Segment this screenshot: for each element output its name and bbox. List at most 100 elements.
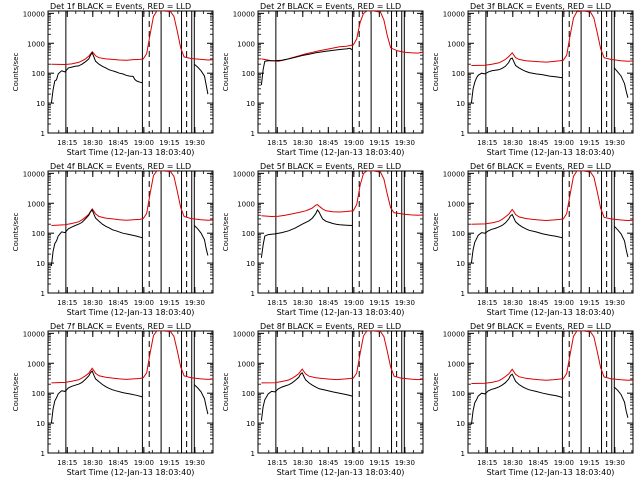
x-tick-label: 19:30 (185, 299, 205, 307)
x-tick-label: 19:15 (369, 139, 389, 147)
x-tick-label: 19:15 (579, 299, 599, 307)
panel-title: Det 9f BLACK = Events, RED = LLD (470, 322, 611, 331)
y-tick-label: 10000 (23, 170, 45, 178)
plot-frame (257, 330, 424, 454)
x-tick-label: 18:30 (503, 299, 523, 307)
series-lld (51, 331, 213, 384)
series-group (50, 331, 213, 424)
y-tick-label: 1000 (237, 40, 255, 48)
x-tick-label: 18:45 (528, 139, 548, 147)
panel-title: Det 3f BLACK = Events, RED = LLD (470, 2, 611, 11)
x-tick-label: 19:00 (134, 459, 154, 467)
x-tick-label: 19:15 (579, 459, 599, 467)
series-group (260, 331, 423, 421)
y-axis-label: Counts/sec (12, 53, 20, 92)
y-tick-label: 10000 (233, 10, 255, 18)
y-axis-label: Counts/sec (432, 373, 440, 412)
x-tick-label: 18:15 (57, 459, 77, 467)
plot-frame (467, 330, 634, 454)
y-axis-label: Counts/sec (12, 373, 20, 412)
y-tick-label: 10 (36, 100, 45, 108)
series-group (50, 11, 213, 104)
y-tick-label: 1000 (447, 200, 465, 208)
x-tick-label: 18:45 (318, 139, 338, 147)
y-tick-label: 100 (242, 390, 255, 398)
x-tick-label: 18:15 (57, 299, 77, 307)
x-tick-label: 19:30 (605, 299, 625, 307)
x-tick-label: 19:15 (369, 459, 389, 467)
x-tick-label: 18:30 (293, 459, 313, 467)
x-axis-label: Start Time (12-Jan-13 18:03:40) (67, 308, 195, 317)
x-tick-label: 19:15 (369, 299, 389, 307)
series-events (50, 208, 143, 267)
x-tick-label: 18:15 (267, 459, 287, 467)
x-tick-label: 19:30 (395, 299, 415, 307)
x-tick-label: 19:30 (395, 139, 415, 147)
plot-frame (47, 170, 214, 294)
x-tick-label: 19:00 (554, 139, 574, 147)
y-tick-label: 10000 (23, 330, 45, 338)
series-events-tail (613, 225, 629, 258)
y-tick-label: 100 (452, 70, 465, 78)
x-tick-label: 18:30 (503, 459, 523, 467)
y-axis-label: Counts/sec (222, 213, 230, 252)
y-tick-label: 10000 (233, 170, 255, 178)
x-axis-label: Start Time (12-Jan-13 18:03:40) (277, 468, 405, 477)
y-tick-label: 10000 (443, 170, 465, 178)
y-tick-label: 10000 (443, 330, 465, 338)
y-tick-label: 100 (32, 70, 45, 78)
y-tick-label: 10 (246, 100, 255, 108)
panel-det-3: Det 3f BLACK = Events, RED = LLD 1 10 100 10… (432, 2, 634, 157)
x-tick-label: 18:30 (293, 299, 313, 307)
y-tick-label: 1000 (27, 360, 45, 368)
x-tick-label: 19:00 (344, 139, 364, 147)
y-tick-label: 1 (461, 130, 465, 138)
panel-det-8: Det 8f BLACK = Events, RED = LLD 1 10 100 10… (222, 322, 424, 477)
x-tick-label: 19:30 (605, 139, 625, 147)
y-axis-label: Counts/sec (12, 213, 20, 252)
x-tick-label: 19:15 (159, 299, 179, 307)
panel-title: Det 2f BLACK = Events, RED = LLD (260, 2, 401, 11)
y-tick-label: 100 (452, 390, 465, 398)
series-lld (471, 331, 633, 384)
series-events (50, 370, 143, 424)
y-tick-label: 10000 (23, 10, 45, 18)
x-axis-label: Start Time (12-Jan-13 18:03:40) (487, 468, 615, 477)
x-axis-label: Start Time (12-Jan-13 18:03:40) (487, 308, 615, 317)
x-tick-label: 19:00 (344, 299, 364, 307)
x-tick-label: 18:45 (108, 459, 128, 467)
y-tick-label: 1 (41, 130, 45, 138)
x-tick-label: 18:45 (318, 299, 338, 307)
panel-det-1: Det 1f BLACK = Events, RED = LLD 1 10 100 10… (12, 2, 214, 157)
panel-det-5: Det 5f BLACK = Events, RED = LLD 1 10 100 10… (222, 162, 424, 317)
y-tick-label: 10000 (443, 10, 465, 18)
x-tick-label: 18:45 (528, 299, 548, 307)
y-tick-label: 1 (251, 130, 255, 138)
y-tick-label: 1000 (447, 40, 465, 48)
x-axis-label: Start Time (12-Jan-13 18:03:40) (67, 148, 195, 157)
x-tick-label: 18:15 (477, 299, 497, 307)
y-tick-label: 10 (456, 100, 465, 108)
x-tick-label: 18:15 (477, 459, 497, 467)
series-events (470, 57, 563, 104)
series-events (260, 47, 353, 86)
plot-frame (47, 330, 214, 454)
y-tick-label: 1000 (27, 200, 45, 208)
x-tick-label: 19:15 (579, 139, 599, 147)
y-tick-label: 1 (41, 450, 45, 458)
x-tick-label: 18:30 (83, 139, 103, 147)
series-events-tail (193, 384, 209, 415)
panel-det-4: Det 4f BLACK = Events, RED = LLD 1 10 100 10… (12, 162, 214, 317)
y-axis-label: Counts/sec (222, 373, 230, 412)
y-axis-label: Counts/sec (432, 213, 440, 252)
x-tick-label: 19:00 (554, 459, 574, 467)
x-tick-label: 18:15 (477, 139, 497, 147)
panel-det-7: Det 7f BLACK = Events, RED = LLD 1 10 100 10… (12, 322, 214, 477)
panel-title: Det 5f BLACK = Events, RED = LLD (260, 162, 401, 171)
x-axis-label: Start Time (12-Jan-13 18:03:40) (67, 468, 195, 477)
x-tick-label: 18:45 (108, 299, 128, 307)
x-tick-label: 19:15 (159, 139, 179, 147)
series-events (260, 372, 353, 421)
plot-frame (47, 10, 214, 134)
